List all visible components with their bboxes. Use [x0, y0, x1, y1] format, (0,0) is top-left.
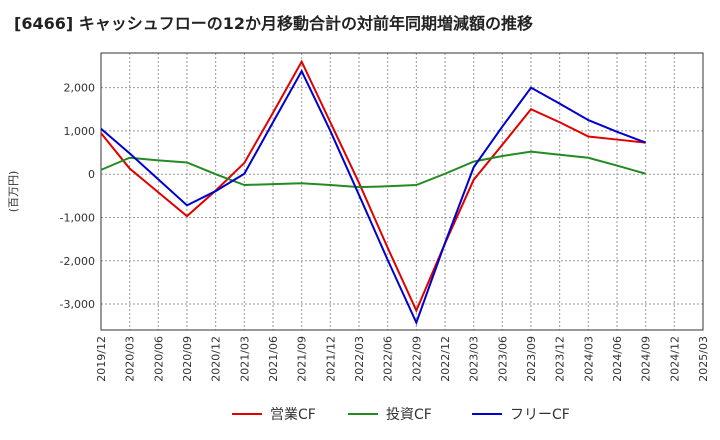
x-tick-label: 2022/09 [410, 336, 423, 382]
y-tick-label: 2,000 [64, 82, 96, 95]
x-tick-label: 2024/06 [611, 336, 624, 382]
x-tick-label: 2020/06 [152, 336, 165, 382]
x-tick-label: 2024/12 [668, 336, 681, 382]
y-axis-label: (百万円) [7, 171, 20, 213]
y-tick-label: -3,000 [60, 298, 95, 311]
series-line-投資CF [100, 150, 646, 189]
plot-area-border [100, 52, 704, 331]
series-line-営業CF [100, 59, 646, 313]
legend: 営業CF 投資CF フリーCF [232, 407, 570, 423]
x-tick-label: 2025/03 [697, 336, 710, 382]
x-tick-label: 2020/12 [210, 336, 223, 382]
x-tick-label: 2022/03 [353, 336, 366, 382]
y-tick-label: 1,000 [64, 125, 96, 138]
x-tick-label: 2020/09 [181, 336, 194, 382]
x-tick-label: 2021/03 [238, 336, 251, 382]
x-tick-label: 2019/12 [95, 336, 108, 382]
y-tick-labels: -3,000 -2,000 -1,000 0 1,000 2,000 [60, 82, 95, 311]
x-tick-label: 2023/03 [468, 336, 481, 382]
y-tick-label: -2,000 [60, 255, 95, 268]
x-tick-label: 2023/06 [496, 336, 509, 382]
legend-label: 営業CF [270, 407, 316, 423]
x-tick-label: 2024/03 [582, 336, 595, 382]
x-tick-label: 2023/12 [554, 336, 567, 382]
x-tick-label: 2023/09 [525, 336, 538, 382]
grid-lines [100, 53, 704, 330]
x-tick-label: 2021/06 [267, 336, 280, 382]
y-tick-label: 0 [88, 168, 95, 181]
series-line-フリーCF [100, 69, 647, 326]
legend-label: フリーCF [510, 407, 570, 423]
x-tick-label: 2024/09 [640, 336, 653, 382]
chart-title: [6466] キャッシュフローの12か月移動合計の対前年同期増減額の推移 [14, 14, 533, 33]
legend-label: 投資CF [386, 407, 432, 423]
y-tick-label: -1,000 [60, 211, 95, 224]
x-tick-label: 2021/12 [324, 336, 337, 382]
x-tick-label: 2021/09 [296, 336, 309, 382]
x-tick-label: 2022/12 [439, 336, 452, 382]
x-tick-label: 2022/06 [382, 336, 395, 382]
series-lines [100, 59, 647, 326]
x-tick-labels: 2019/12 2020/03 2020/06 2020/09 2020/12 2021/… [95, 336, 710, 382]
x-tick-label: 2020/03 [124, 336, 137, 382]
